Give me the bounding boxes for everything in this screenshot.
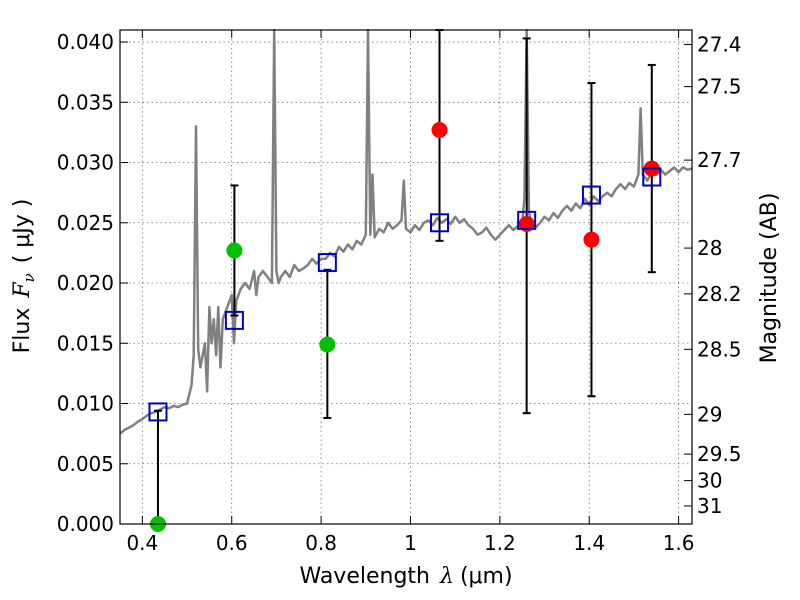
y-tick-label: 0.015 <box>57 331 114 355</box>
y-tick-label: 0.040 <box>57 30 114 54</box>
x-axis-label-text: Wavelength <box>299 564 430 589</box>
y2-tick-label: 28.2 <box>697 282 742 306</box>
model-photometry-square <box>148 402 168 422</box>
y-tick-label: 0.030 <box>57 151 114 175</box>
y2-tick-label: 27.5 <box>697 75 742 99</box>
x-axis-label-unit: (μm) <box>460 564 513 589</box>
y-axis-label: Flux Fν ( μJy ) <box>10 199 38 354</box>
observed-point <box>583 231 600 248</box>
model-photometry-square <box>224 310 244 330</box>
y-tick-label: 0.000 <box>57 512 114 536</box>
x-axis-label-symbol: λ <box>439 564 454 589</box>
model-photometry-layer <box>148 167 662 422</box>
model-photometry-square <box>317 253 337 273</box>
x-tick-label: 1.4 <box>573 531 605 555</box>
sed-model-layer <box>119 28 693 435</box>
plot-frame <box>119 29 693 525</box>
y-axis-label-text: Flux <box>10 308 35 354</box>
y-tick-label: 0.005 <box>57 452 114 476</box>
y2-tick-label: 28 <box>697 236 722 260</box>
sed-model-curve <box>119 28 693 435</box>
model-photometry-square <box>517 210 537 230</box>
x-tick-label: 1.6 <box>663 531 695 555</box>
y2-axis-label: Magnitude (AB) <box>757 193 782 364</box>
y-tick-label: 0.035 <box>57 90 114 114</box>
x-tick-label: 1 <box>404 531 417 555</box>
observed-point <box>226 242 243 259</box>
y2-tick-label: 27.7 <box>697 148 742 172</box>
y-tick-label: 0.020 <box>57 271 114 295</box>
y2-tick-label: 27.4 <box>697 32 742 56</box>
y2-tick-label: 29 <box>697 402 722 426</box>
x-tick-label: 0.8 <box>305 531 337 555</box>
x-tick-label: 0.6 <box>216 531 248 555</box>
y-axis-label-unit: ( μJy ) <box>10 199 35 264</box>
observed-point <box>319 336 336 353</box>
y-axis-label-subscript: ν <box>20 273 38 282</box>
y2-tick-label: 28.5 <box>697 337 742 361</box>
y2-tick-label: 29.5 <box>697 442 742 466</box>
y-axis-label-symbol: F <box>10 282 35 299</box>
x-tick-label: 1.2 <box>484 531 516 555</box>
x-tick-label: 0.4 <box>126 531 158 555</box>
y-tick-label: 0.010 <box>57 392 114 416</box>
model-photometry-square <box>642 167 662 187</box>
y2-tick-label: 31 <box>697 494 722 518</box>
y2-tick-label: 30 <box>697 469 722 493</box>
model-photometry-square <box>581 185 601 205</box>
error-bars-layer <box>153 29 656 525</box>
grid-lines <box>120 30 692 525</box>
model-photometry-square <box>430 213 450 233</box>
axis-ticks: 0.4 0.6 0.8 1 1.2 1.4 1.6 0.000 0.005 0.010 0.015 0… <box>57 30 742 555</box>
x-axis-label: Wavelength λ (μm) <box>299 564 512 589</box>
y-tick-label: 0.025 <box>57 211 114 235</box>
observed-point <box>431 122 448 139</box>
